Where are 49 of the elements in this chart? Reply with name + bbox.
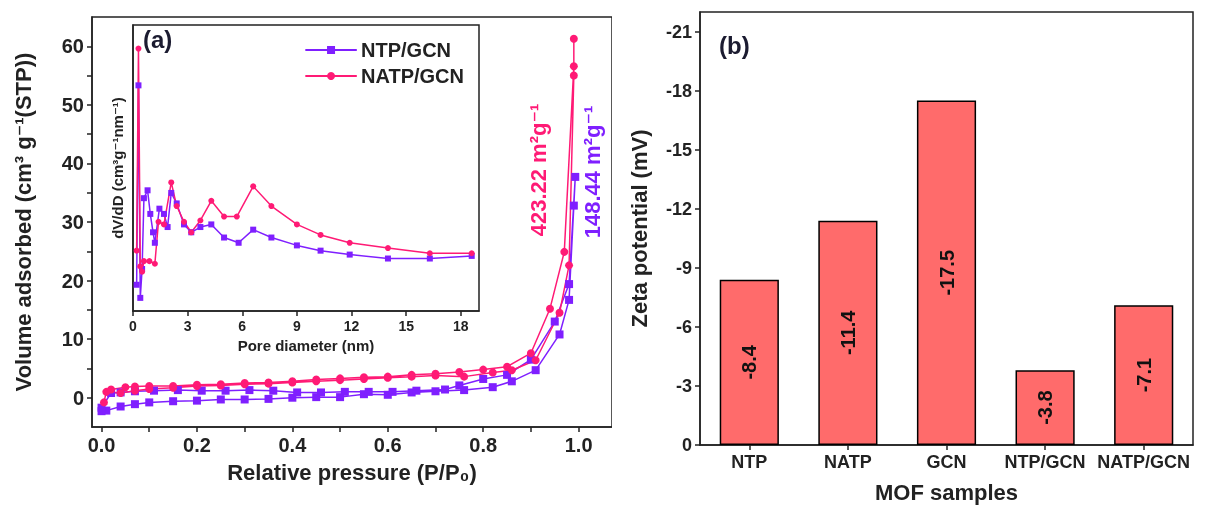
y-tick-label: -12 [665,198,692,219]
y-tick-label: -6 [675,316,692,337]
data-label: -7.1 [1132,357,1155,393]
y-tick-label: -15 [665,139,692,160]
x-tick-label: NATP/GCN [1097,452,1191,472]
y-axis-title: Volume adsorbed (cm³ g⁻¹(STP)) [10,52,36,392]
x-tick-label: 0.2 [183,434,211,456]
x-axis-title: MOF samples [874,479,1019,505]
x-tick-label: 1.0 [564,434,593,456]
data-label: -8.4 [738,344,761,380]
x-tick-label: 0.0 [87,434,116,456]
x-tick-label: NTP [731,452,768,472]
annotation: 423.22 m²g⁻¹ [525,103,551,237]
annotation: 148.44 m²g⁻¹ [579,105,605,239]
x-tick-label: 6 [238,318,247,334]
x-tick-label: 0.4 [278,434,308,456]
y-tick-label: 40 [61,152,84,175]
x-tick-label: 15 [398,318,415,334]
y-tick-label: 50 [61,93,84,116]
y-tick-label: 60 [61,35,84,58]
y-tick-label: 0 [72,386,84,409]
y-axis-title: dV/dD (cm³g⁻¹nm⁻¹) [109,97,126,239]
y-tick-label: -18 [665,80,692,101]
y-tick-label: 30 [61,211,84,233]
y-tick-label: -21 [665,21,692,42]
x-tick-label: 9 [293,318,301,334]
x-axis-title: Pore diameter (nm) [237,336,375,354]
legend-label: NATP/GCN [361,65,465,87]
x-tick-label: GCN [926,452,967,472]
x-tick-label: 0.8 [469,434,498,456]
y-tick-label: 20 [61,269,84,292]
data-label: -3.8 [1034,390,1057,425]
x-tick-label: NATP [824,452,872,472]
x-tick-label: 18 [453,318,469,334]
x-axis-title: Relative pressure (P/P₀) [227,459,477,485]
y-tick-label: -9 [675,257,692,278]
x-tick-label: 0 [129,318,138,334]
x-tick-label: NTP/GCN [1004,452,1086,472]
y-tick-label: 10 [61,328,84,351]
data-label: -11.4 [836,309,859,356]
text: (b) [719,31,750,59]
data-label: -17.5 [935,249,958,296]
legend-label: NTP/GCN [361,39,452,61]
x-tick-label: 0.6 [373,434,402,456]
y-tick-label: -3 [675,375,692,396]
x-tick-label: 12 [343,318,360,334]
chart-title: (a) [143,25,173,53]
y-axis-title: Zeta potential (mV) [626,129,652,328]
x-tick-label: 3 [183,318,192,334]
